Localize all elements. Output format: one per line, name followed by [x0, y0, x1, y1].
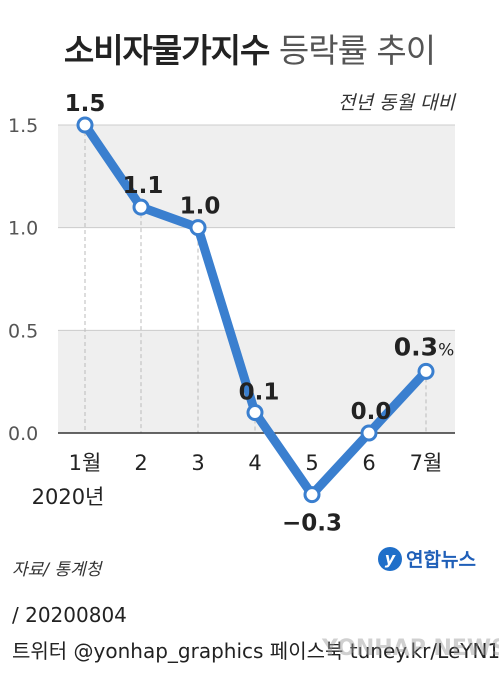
data-label: 1.5 — [65, 91, 106, 117]
source-label: 자료/ 통계청 — [12, 560, 102, 580]
data-label: 1.1 — [123, 173, 164, 199]
data-label: 1.0 — [180, 194, 221, 220]
watermark: YONHAP NEWS — [322, 636, 499, 661]
title-main: 소비자물가지수 — [63, 31, 271, 70]
data-point — [417, 362, 435, 380]
yonhap-logo-icon: y — [378, 546, 402, 571]
x-tick-label: 4 — [248, 451, 261, 475]
line-chart: 0.00.51.01.51.51.11.00.1−0.30.00.3%1월 2 3 4… — [8, 91, 455, 537]
y-tick-label: 1.0 — [8, 218, 38, 240]
chart-title: 소비자물가지수 등락률 추이 — [0, 24, 499, 72]
x-tick-label: 5 — [305, 451, 318, 475]
footer-social: 트위터 @yonhap_graphics 페이스북 tuney.kr/LeYN1 — [12, 639, 499, 663]
yonhap-logo: y 연합뉴스 — [378, 545, 476, 572]
y-tick-label: 0.0 — [8, 423, 38, 445]
data-point — [303, 486, 321, 504]
data-point — [76, 116, 94, 134]
percent-suffix: % — [438, 340, 454, 360]
unit-label: 전년 동월 대비 — [338, 92, 455, 114]
y-tick-label: 0.5 — [8, 320, 38, 342]
logo-text: 연합뉴스 — [406, 549, 476, 571]
title-sub: 등락률 추이 — [278, 31, 436, 70]
data-point — [360, 424, 378, 442]
data-label: −0.3 — [282, 511, 342, 537]
data-label: 0.0 — [351, 399, 392, 425]
x-tick-label: 1월 — [69, 451, 102, 475]
year-label: 2020년 — [32, 485, 105, 509]
x-tick-label: 6 — [362, 451, 375, 475]
x-tick-label: 3 — [191, 451, 204, 475]
data-point — [246, 403, 264, 421]
data-point — [132, 198, 150, 216]
x-tick-label: 2 — [134, 451, 147, 475]
data-label: 0.1 — [239, 379, 280, 405]
y-tick-label: 1.5 — [8, 115, 38, 137]
x-tick-label: 7월 — [410, 451, 443, 475]
data-point — [189, 219, 207, 237]
footer-date: / 20200804 — [12, 603, 127, 627]
